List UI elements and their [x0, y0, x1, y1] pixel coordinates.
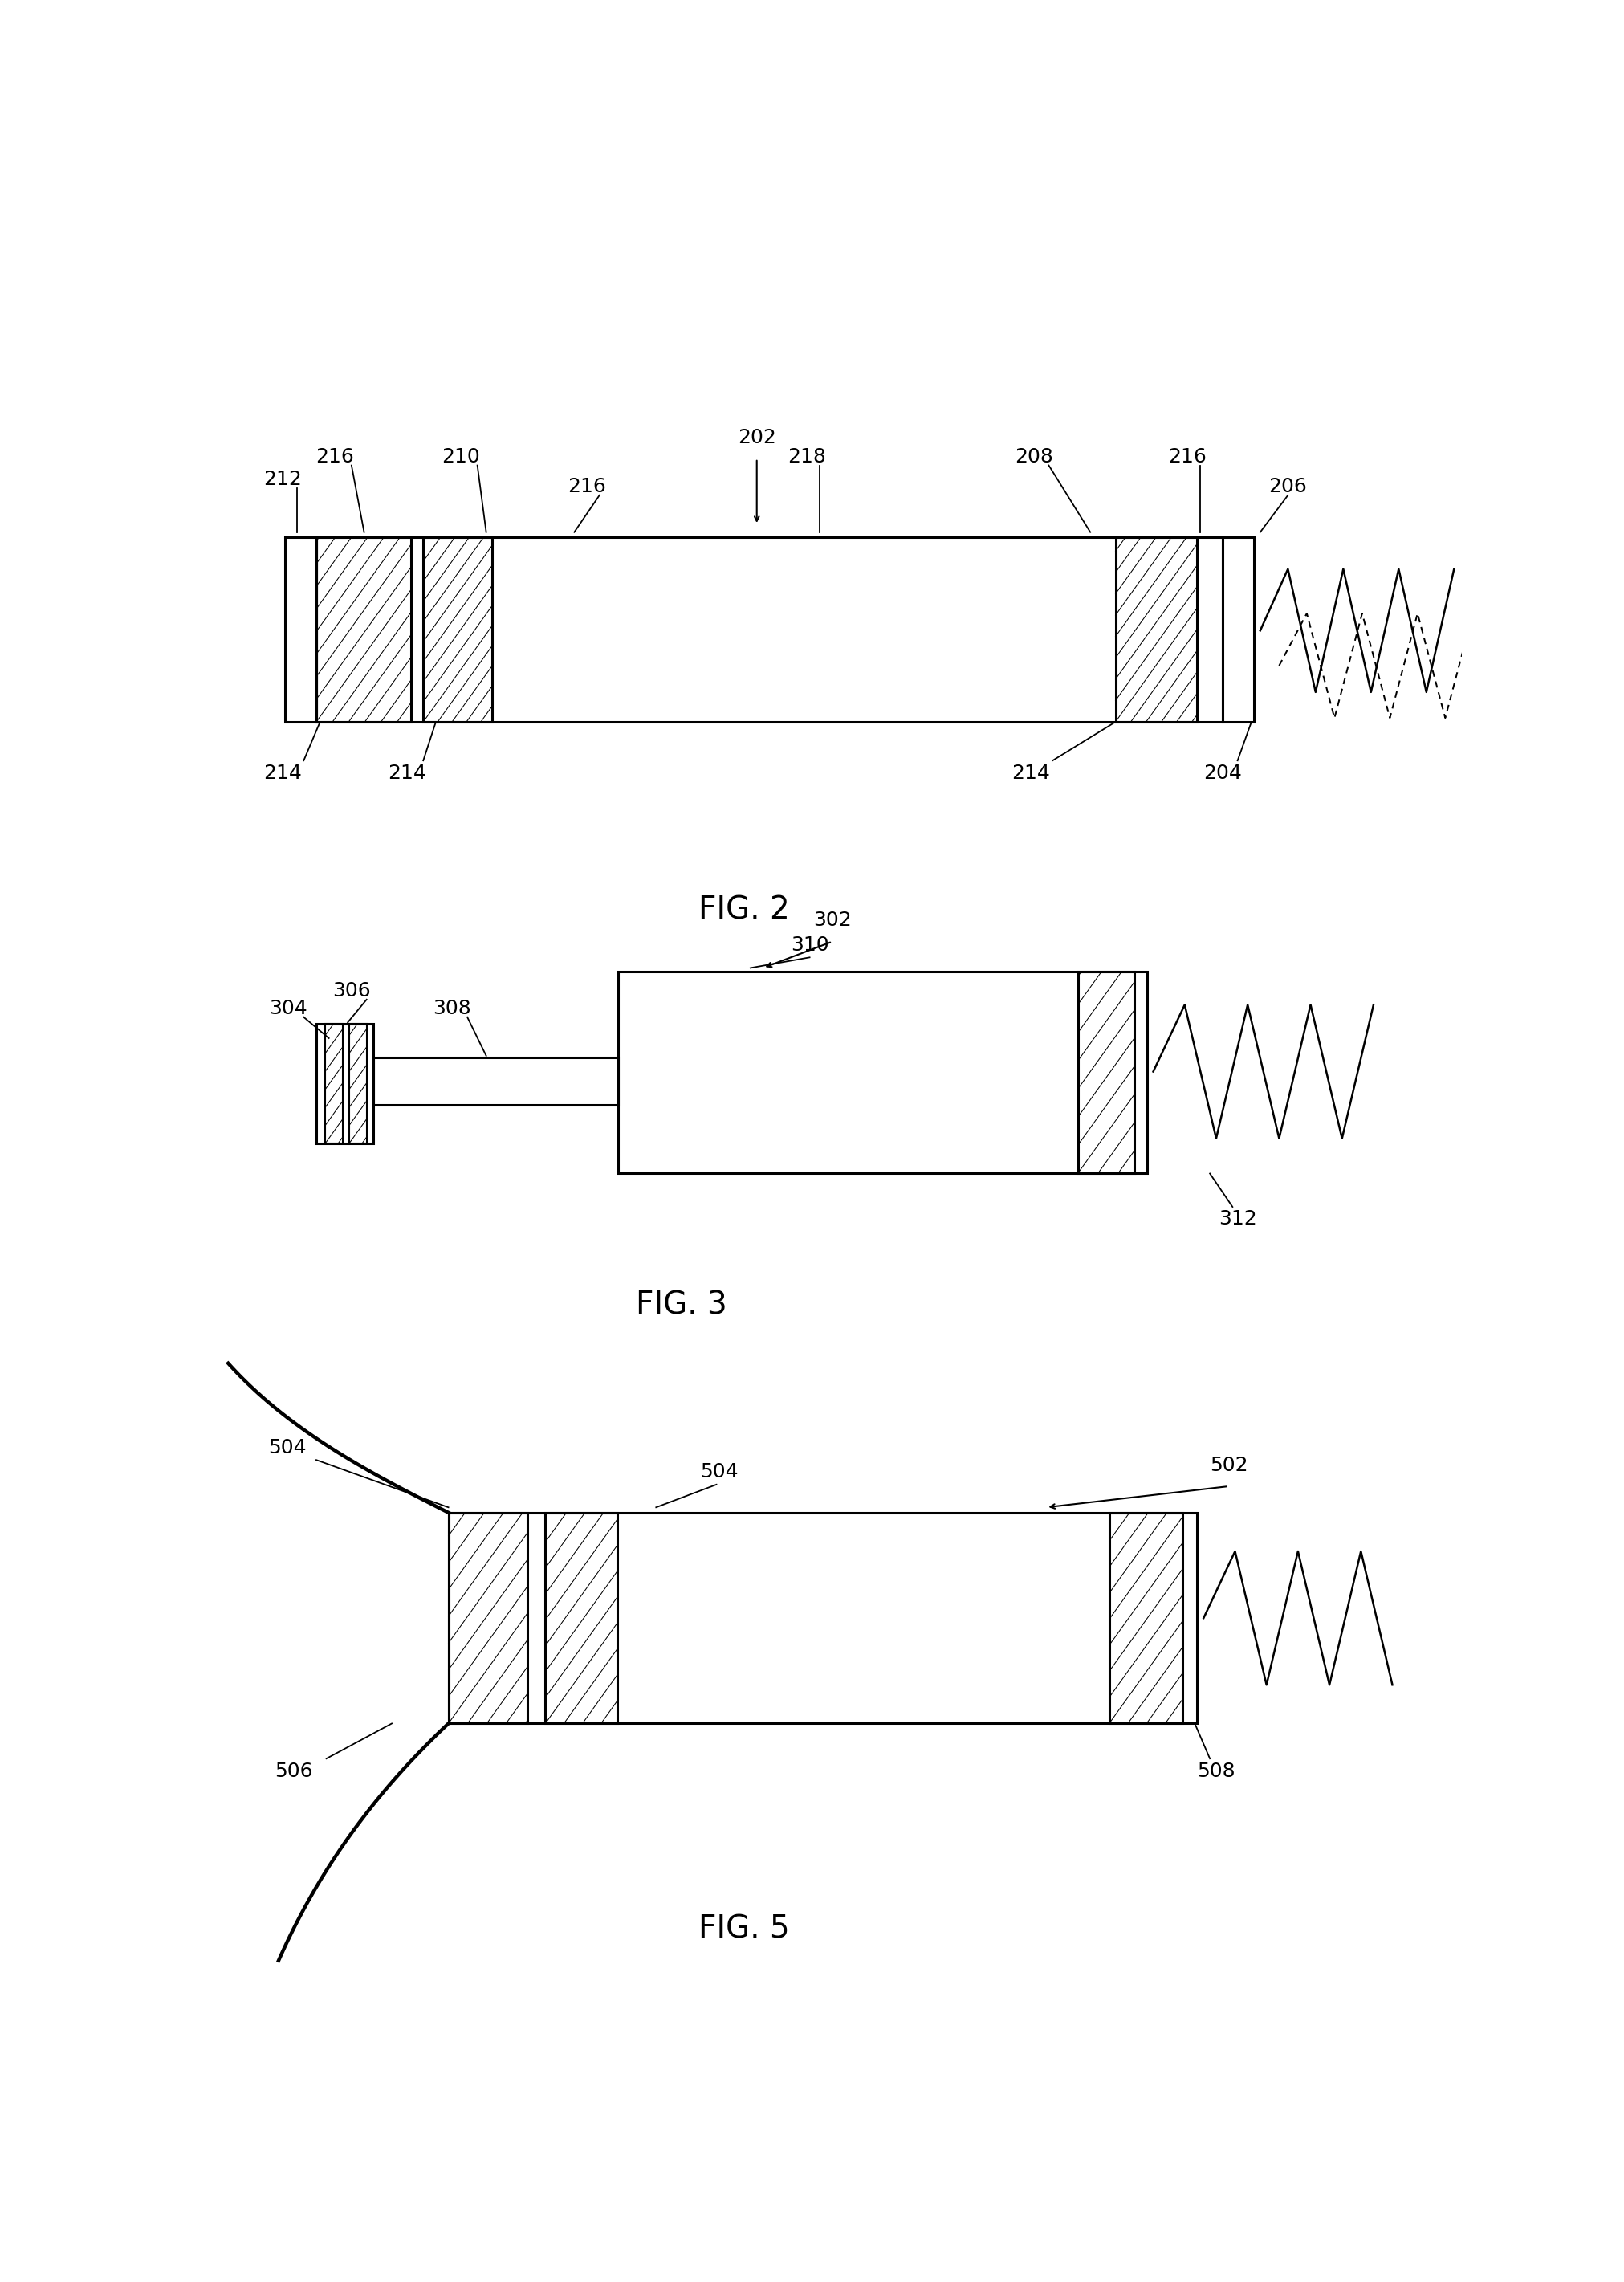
Bar — [1078, 972, 1134, 1173]
Bar — [317, 1025, 374, 1143]
Bar — [1109, 1513, 1182, 1723]
Text: 210: 210 — [442, 447, 481, 466]
Bar — [325, 1025, 343, 1143]
Text: 214: 214 — [388, 762, 425, 783]
Text: 504: 504 — [268, 1438, 307, 1458]
Text: 310: 310 — [791, 936, 828, 954]
Bar — [317, 539, 1223, 721]
Text: 504: 504 — [700, 1463, 739, 1481]
Bar — [424, 539, 492, 721]
Bar — [619, 972, 1147, 1173]
Bar — [546, 1513, 617, 1723]
Text: 306: 306 — [333, 981, 370, 1000]
Bar — [1223, 539, 1254, 721]
Bar — [448, 1513, 1197, 1723]
Text: FIG. 3: FIG. 3 — [635, 1289, 728, 1321]
Text: 204: 204 — [1203, 762, 1242, 783]
Text: 214: 214 — [263, 762, 302, 783]
Text: 312: 312 — [1218, 1209, 1257, 1228]
Text: 216: 216 — [317, 447, 354, 466]
Text: 304: 304 — [270, 1000, 309, 1018]
Text: 502: 502 — [1210, 1456, 1247, 1474]
Text: FIG. 2: FIG. 2 — [698, 895, 789, 924]
Text: 302: 302 — [814, 911, 851, 931]
Bar — [349, 1025, 367, 1143]
Text: FIG. 5: FIG. 5 — [698, 1915, 789, 1944]
Bar — [317, 539, 411, 721]
Text: 214: 214 — [1012, 762, 1051, 783]
Text: 506: 506 — [274, 1762, 313, 1780]
Text: 216: 216 — [1168, 447, 1207, 466]
Text: 202: 202 — [737, 427, 776, 447]
Bar — [374, 1057, 619, 1104]
Text: 216: 216 — [568, 477, 606, 495]
Bar — [1116, 539, 1197, 721]
Text: 208: 208 — [1015, 447, 1052, 466]
Bar — [284, 539, 317, 721]
Text: 508: 508 — [1197, 1762, 1236, 1780]
Text: 212: 212 — [263, 470, 302, 488]
Bar — [448, 1513, 528, 1723]
Text: 308: 308 — [434, 1000, 471, 1018]
Text: 218: 218 — [788, 447, 827, 466]
Text: 206: 206 — [1268, 477, 1307, 495]
